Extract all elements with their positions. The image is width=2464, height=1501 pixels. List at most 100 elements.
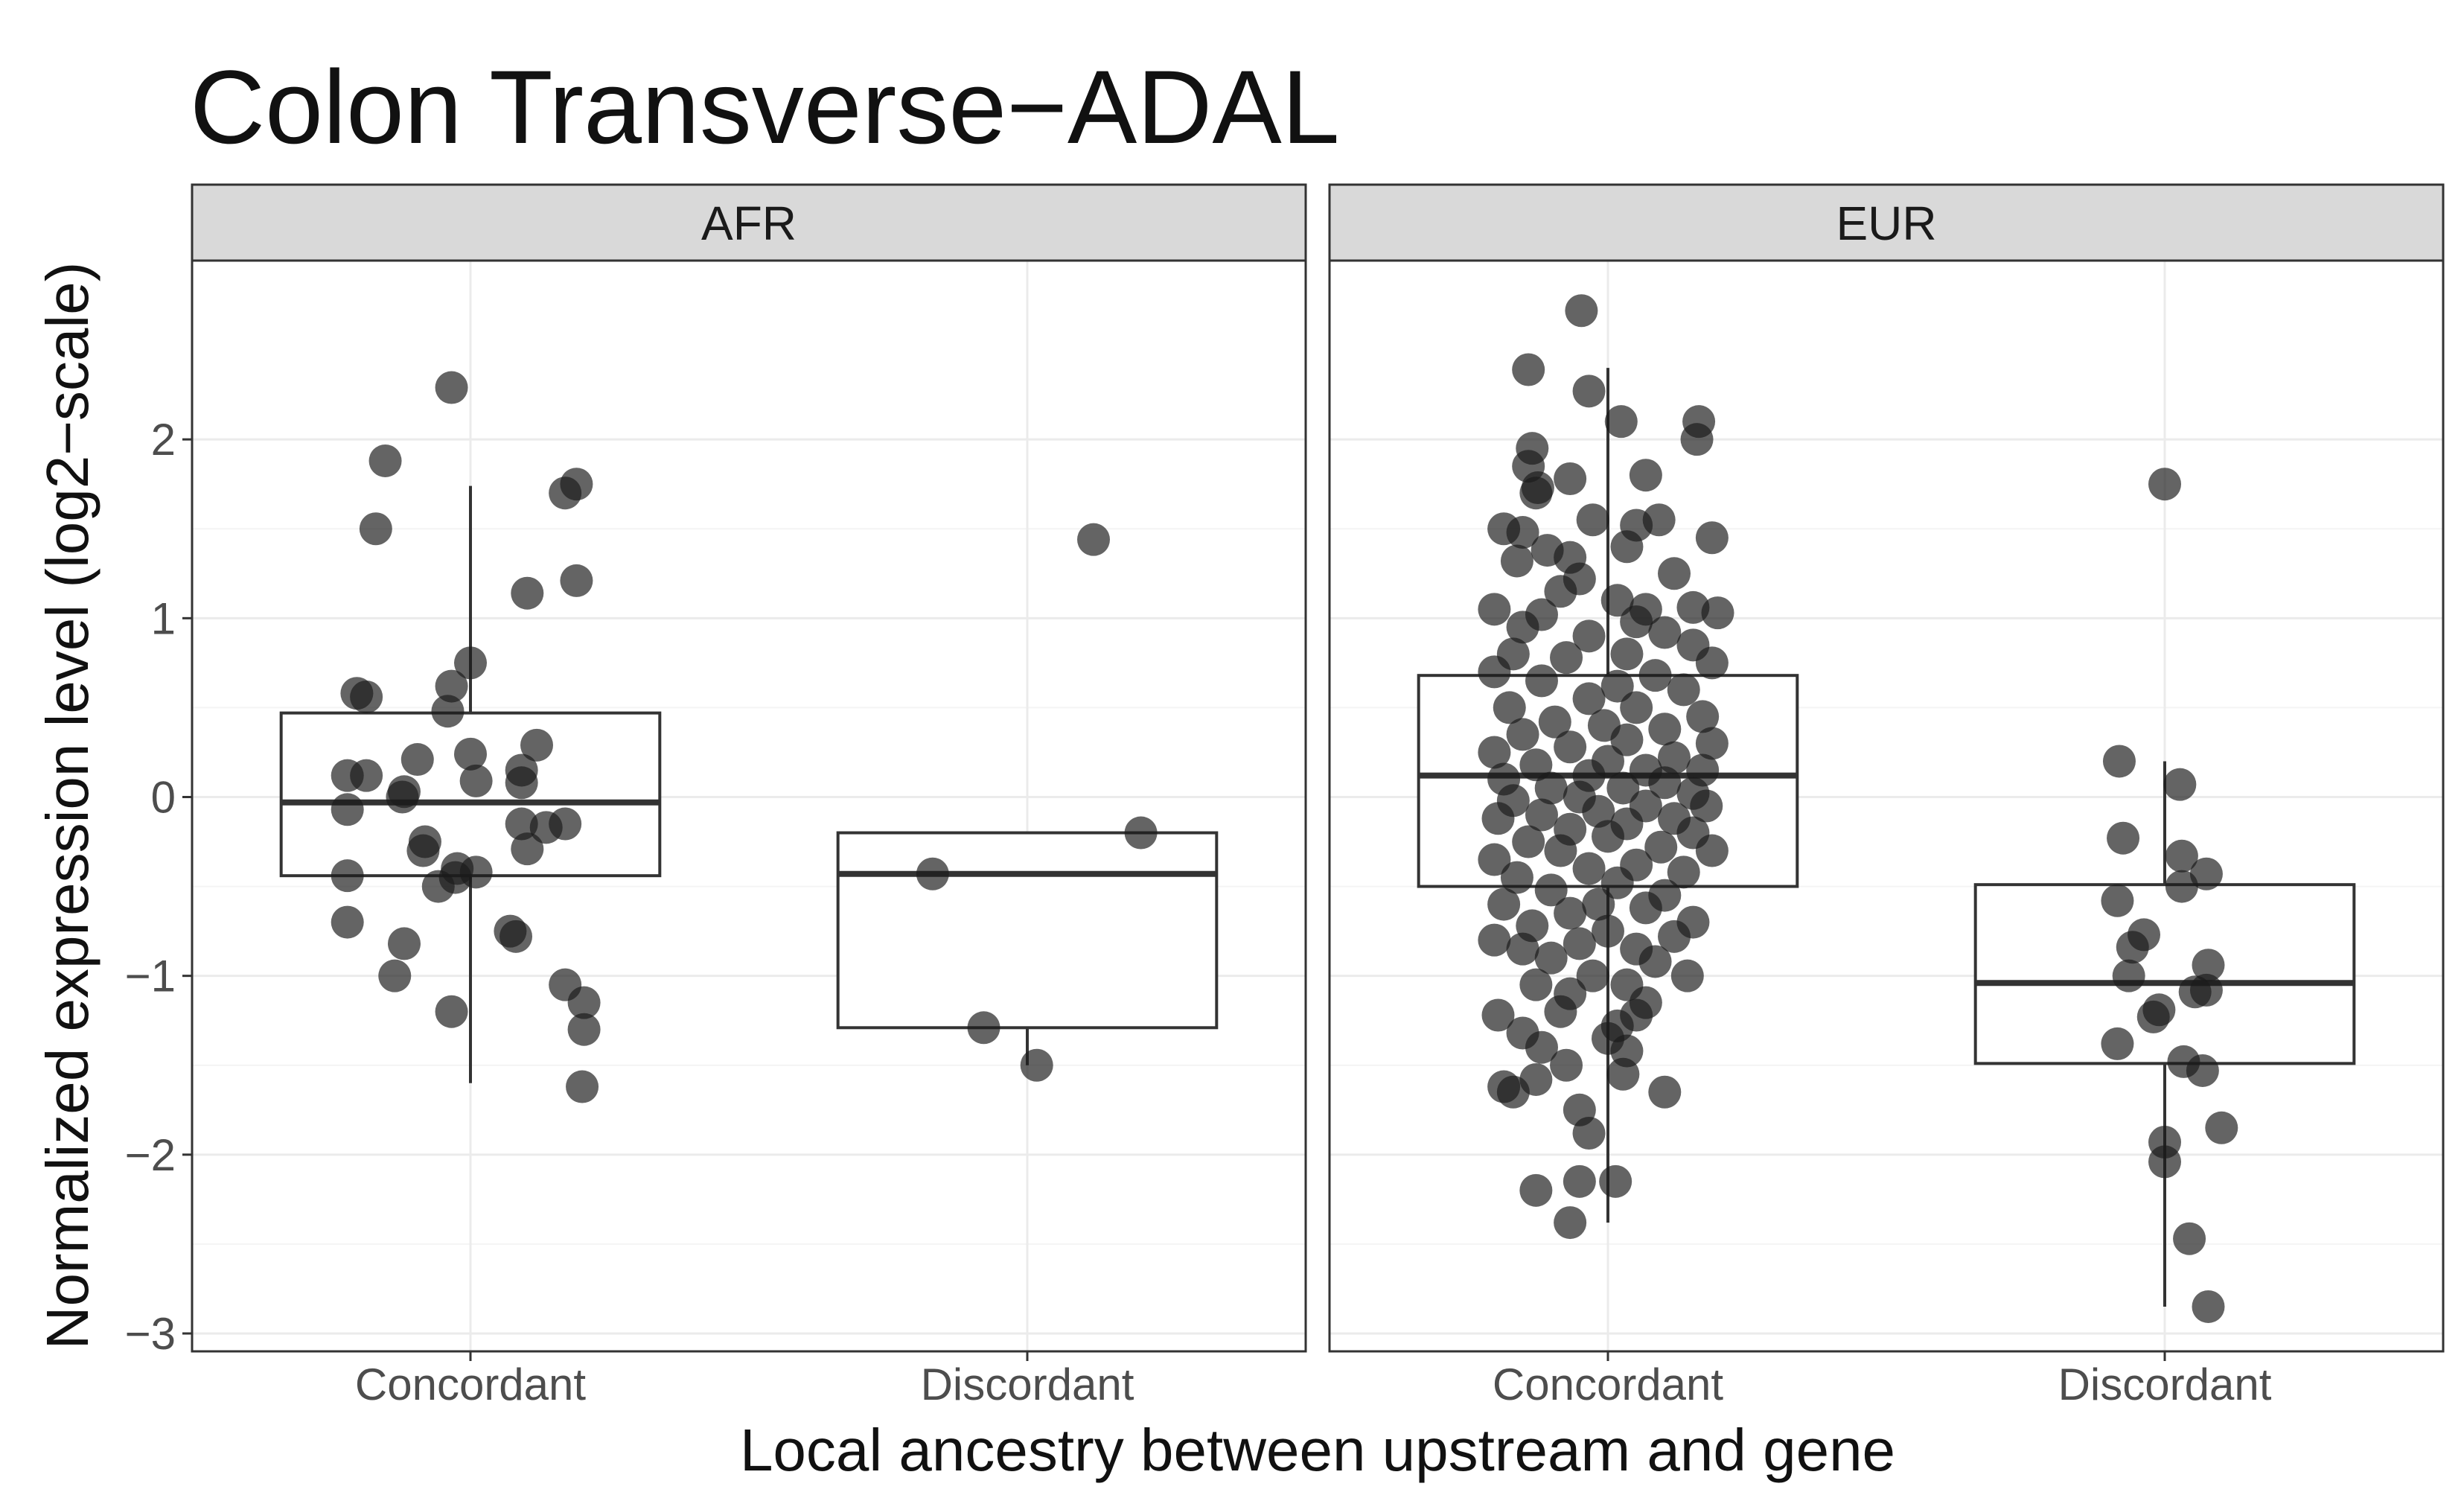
data-point: [1481, 998, 1515, 1032]
data-point: [1638, 659, 1672, 692]
data-point: [1695, 646, 1729, 680]
chart-title: Colon Transverse−ADAL: [190, 48, 1340, 165]
data-point: [2163, 768, 2197, 801]
data-point: [1572, 852, 1606, 885]
data-point: [1690, 789, 1723, 823]
data-point: [400, 743, 434, 777]
data-point: [2116, 931, 2149, 964]
marks-afr: [279, 371, 1219, 1103]
data-point: [1481, 802, 1515, 835]
data-point: [1554, 730, 1587, 764]
data-point: [567, 986, 601, 1019]
data-point: [2102, 745, 2136, 778]
data-point: [1592, 914, 1624, 948]
data-point: [1667, 673, 1700, 707]
data-point: [1604, 405, 1638, 439]
data-point: [1563, 1164, 1596, 1198]
data-point: [1572, 375, 1606, 408]
data-point: [1676, 590, 1710, 624]
panel-frame-afr: [191, 259, 1307, 1353]
data-point: [1487, 887, 1521, 921]
data-point: [2173, 1222, 2206, 1255]
data-point: [2136, 1000, 2170, 1033]
data-point: [1512, 353, 1545, 386]
data-point: [1606, 1057, 1640, 1091]
strip-label-eur: EUR: [1836, 197, 1936, 250]
x-axis: Concordant Discordant Concordant Discordant: [355, 1351, 2272, 1409]
data-point: [1701, 596, 1734, 630]
data-point: [331, 793, 364, 826]
data-point: [1638, 945, 1672, 978]
data-point: [1550, 641, 1583, 675]
data-point: [1534, 873, 1568, 907]
data-point: [1576, 959, 1609, 992]
data-point: [1658, 557, 1691, 590]
data-point: [1610, 637, 1644, 671]
data-point: [549, 477, 582, 510]
data-point: [2112, 959, 2145, 992]
data-point: [1620, 605, 1653, 639]
data-point: [2192, 1290, 2225, 1323]
data-point: [421, 870, 455, 903]
data-point: [1554, 896, 1587, 930]
data-point: [1077, 523, 1111, 556]
data-point: [1519, 968, 1553, 1001]
data-point: [1695, 834, 1729, 867]
points-afr-concordant: [331, 371, 601, 1103]
data-point: [2107, 821, 2140, 855]
data-point: [1648, 766, 1682, 800]
data-point: [1572, 682, 1606, 716]
data-point: [1519, 1173, 1553, 1207]
data-point: [1644, 830, 1678, 864]
data-point: [520, 728, 554, 762]
data-point: [1506, 611, 1539, 644]
data-point: [2101, 884, 2134, 917]
points-eur-concordant: [1478, 294, 1734, 1240]
data-point: [1512, 825, 1545, 858]
data-point: [1695, 521, 1729, 555]
data-point: [1478, 655, 1511, 689]
data-point: [1648, 1075, 1682, 1109]
data-point: [1525, 798, 1558, 832]
data-point: [505, 807, 538, 841]
strip-afr: [191, 183, 1307, 262]
y-axis: 2 1 0 −1 −2 −3: [125, 415, 192, 1359]
data-point: [1506, 718, 1539, 751]
data-point: [1525, 664, 1558, 698]
box-iqr: [836, 831, 1219, 1030]
data-point: [2148, 468, 2181, 501]
data-point: [1658, 920, 1691, 953]
data-point: [1582, 887, 1615, 921]
x-tick-label: Discordant: [921, 1360, 1134, 1409]
data-point: [1572, 1117, 1606, 1150]
data-point: [431, 695, 465, 728]
data-point: [1565, 294, 1598, 328]
data-point: [435, 371, 468, 404]
data-point: [1478, 923, 1511, 957]
box-iqr: [1973, 883, 2356, 1065]
data-point: [1648, 713, 1682, 746]
points-eur-discordant: [2101, 468, 2238, 1323]
data-point: [1600, 584, 1634, 617]
data-point: [1658, 741, 1691, 774]
data-point: [1554, 1206, 1587, 1240]
panel-afr: AFR: [191, 183, 1307, 1353]
points-afr-discordant: [916, 523, 1158, 1082]
data-point: [331, 859, 364, 893]
strip-label-afr: AFR: [701, 197, 797, 250]
data-point: [511, 576, 544, 610]
data-point: [1544, 834, 1577, 867]
data-point: [967, 1011, 1000, 1045]
data-point: [350, 681, 383, 713]
panel-eur: EUR: [1328, 183, 2445, 1353]
data-point: [1478, 736, 1511, 769]
data-point: [2189, 973, 2223, 1007]
data-point: [916, 857, 949, 890]
data-point: [2186, 1054, 2219, 1087]
data-point: [1478, 593, 1511, 626]
data-point: [1610, 723, 1644, 756]
y-tick-label: 2: [151, 415, 176, 465]
data-point: [1600, 669, 1634, 703]
data-point: [1629, 459, 1662, 492]
